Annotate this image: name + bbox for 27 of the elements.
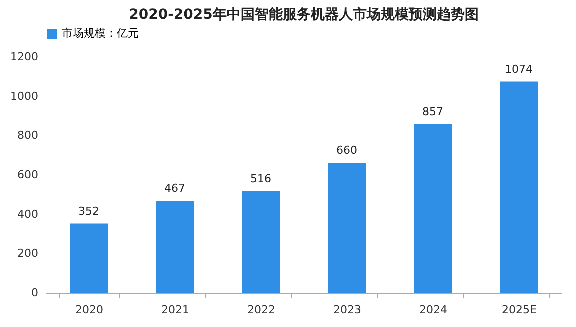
bar — [328, 163, 366, 293]
x-tick-label: 2022 — [248, 304, 276, 316]
data-label: 516 — [250, 172, 272, 186]
x-tick-label: 2024 — [420, 304, 448, 316]
bar — [500, 82, 538, 293]
y-tick-label: 200 — [18, 247, 38, 260]
y-tick-label: 1000 — [10, 90, 38, 103]
legend-label: 市场规模：亿元 — [62, 27, 139, 40]
y-tick-label: 400 — [18, 208, 38, 221]
y-tick-label: 800 — [18, 129, 38, 142]
x-tick-label: 2025E — [502, 304, 538, 316]
bar — [242, 192, 280, 293]
chart-title: 2020-2025年中国智能服务机器人市场规模预测趋势图 — [129, 6, 479, 23]
data-label: 660 — [336, 144, 358, 158]
x-tick-label: 2023 — [334, 304, 362, 316]
data-label: 467 — [164, 182, 186, 196]
y-tick-label: 600 — [18, 168, 38, 182]
y-tick-label: 1200 — [10, 50, 38, 64]
data-label: 857 — [422, 105, 444, 118]
x-tick-label: 2020 — [76, 304, 104, 316]
bar — [70, 224, 108, 293]
data-label: 352 — [78, 204, 100, 218]
data-label: 1074 — [505, 62, 533, 76]
bar — [414, 124, 452, 293]
y-tick-label: 0 — [32, 286, 38, 300]
bar — [156, 201, 194, 293]
x-tick-label: 2021 — [162, 304, 190, 316]
